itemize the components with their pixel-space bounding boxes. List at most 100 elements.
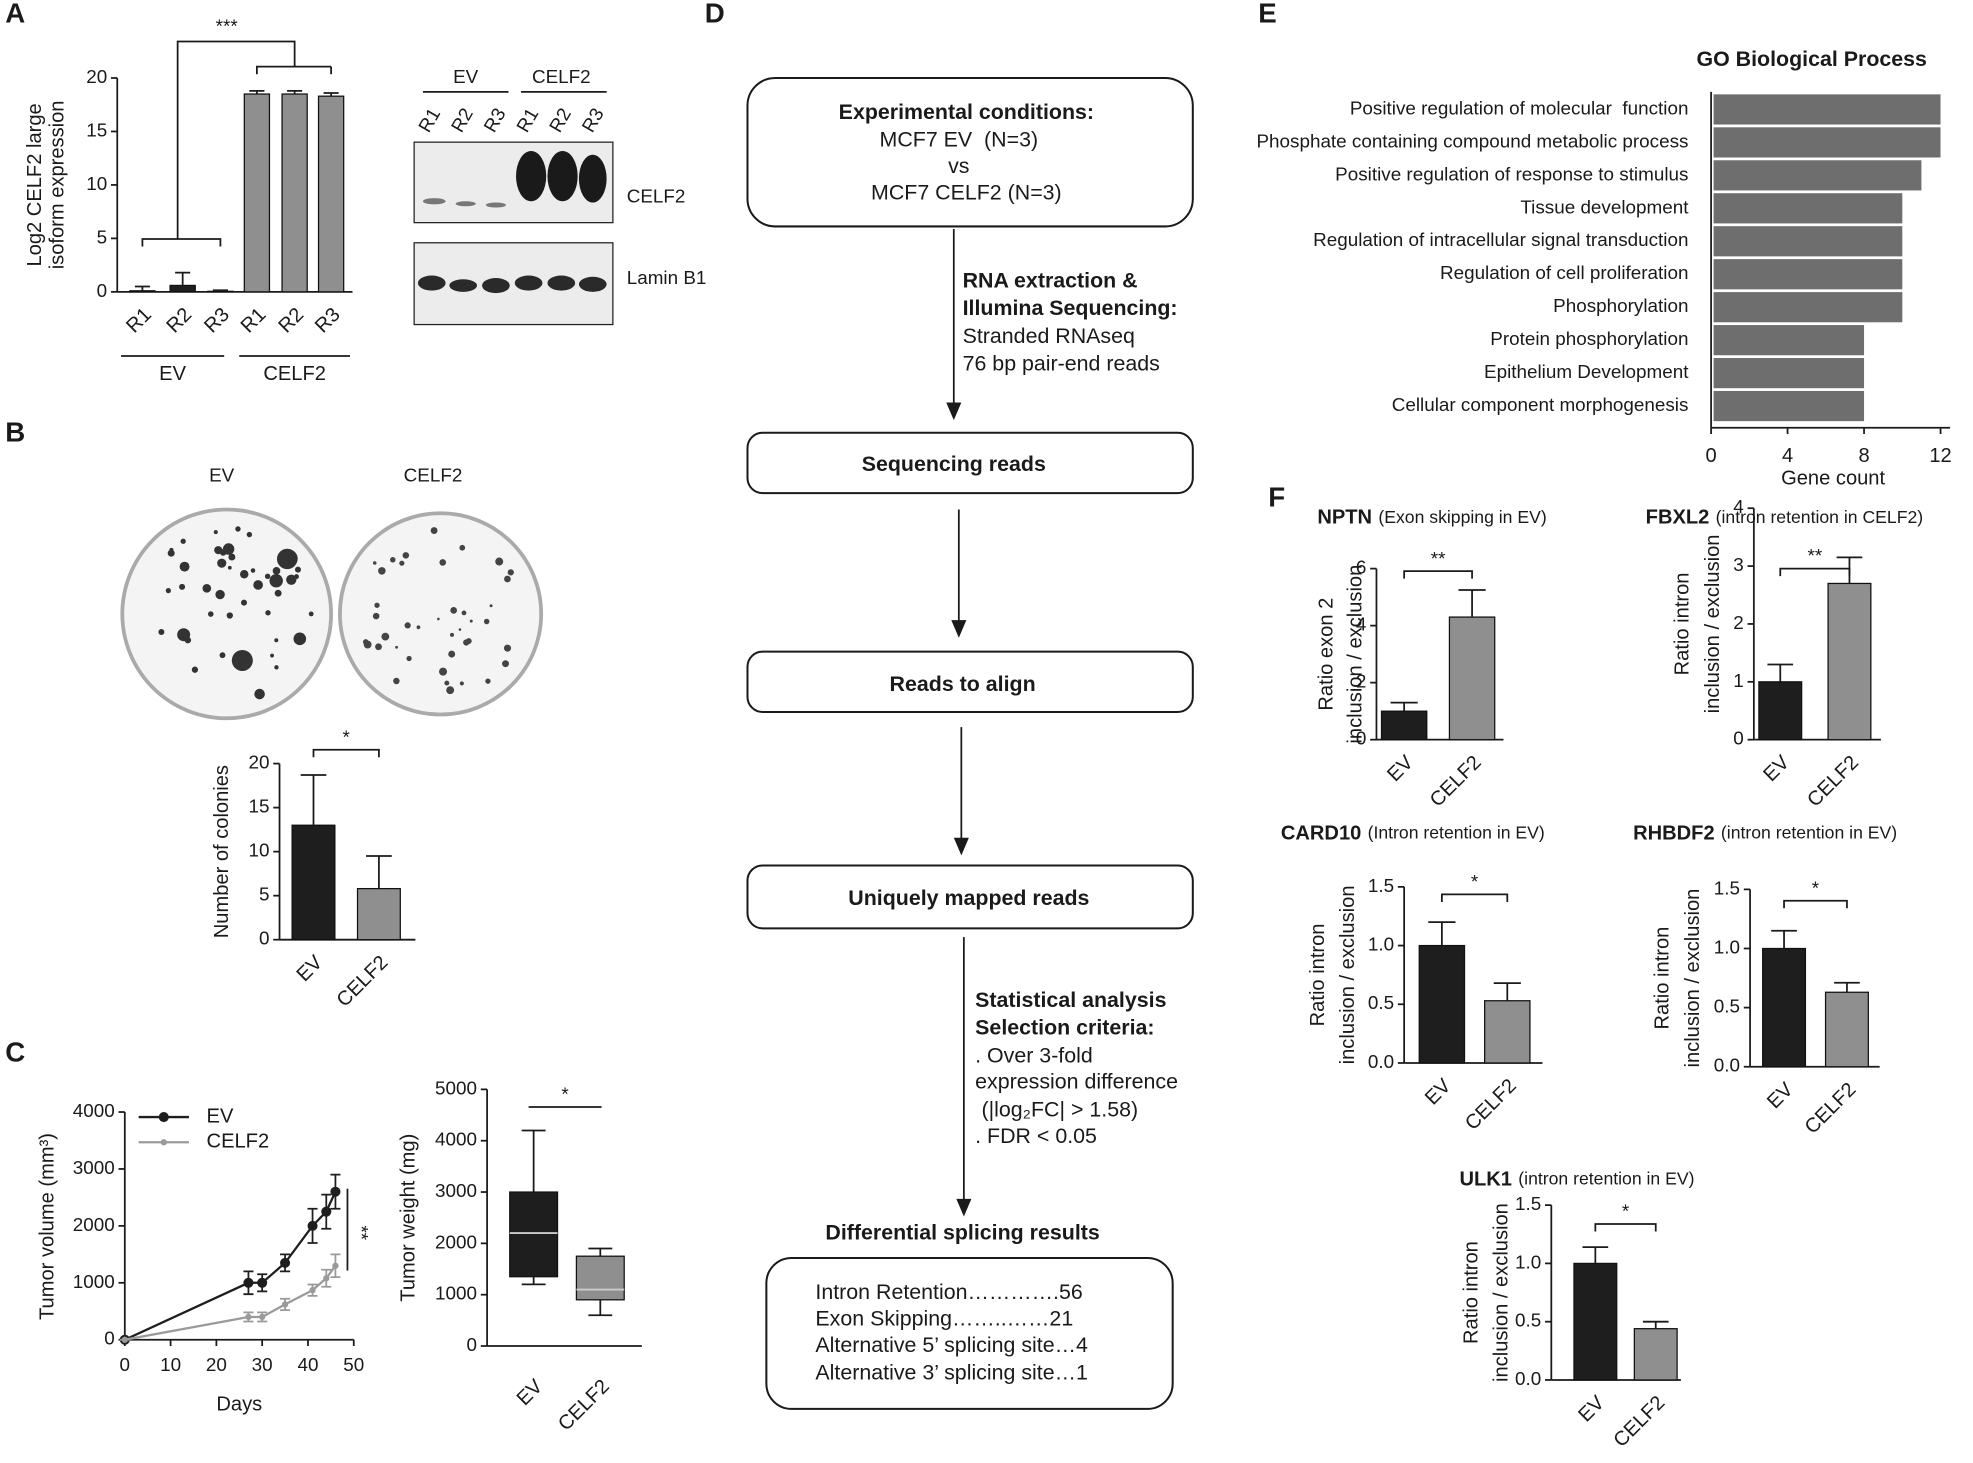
- y-tick-label: 4: [1733, 496, 1744, 517]
- lane-label: R2: [447, 104, 477, 135]
- significance: ***: [216, 16, 239, 37]
- y-tick-label: 0.0: [1714, 1055, 1740, 1076]
- colony: [235, 526, 241, 532]
- x-tick-label: EV: [293, 951, 328, 986]
- y-tick-label: 0: [104, 1328, 115, 1349]
- x-tick-label: CELF2: [1801, 1079, 1861, 1139]
- flow-box: [746, 864, 1194, 930]
- colony: [227, 565, 232, 570]
- group-label: EV: [159, 363, 186, 385]
- category-label: Positive regulation of response to stimu…: [1335, 163, 1688, 184]
- colony: [437, 617, 440, 621]
- colony: [265, 610, 271, 616]
- lane-label: R2: [545, 104, 575, 135]
- colony: [406, 655, 412, 662]
- y-axis-label: Ratio exon 2: [1316, 598, 1338, 711]
- blot-bands: [417, 275, 607, 294]
- significance: *: [1471, 871, 1479, 892]
- significance-bracket: [1403, 570, 1473, 579]
- flow-text: (|log₂FC| > 1.58): [981, 1097, 1138, 1121]
- x-tick-label: CELF2: [1803, 752, 1863, 812]
- chart-title: RHBDF2: [1633, 822, 1715, 844]
- colony: [308, 611, 314, 617]
- y-tick-label: 1.0: [1515, 1251, 1541, 1272]
- colony: [444, 680, 450, 686]
- x-axis-label: Gene count: [1781, 468, 1885, 490]
- colony: [378, 567, 386, 575]
- colony: [207, 611, 214, 617]
- whisker: [588, 1299, 613, 1317]
- category-label: Protein phosphorylation: [1490, 328, 1688, 349]
- colony: [458, 628, 462, 631]
- colony: [270, 653, 274, 658]
- y-tick-label: 1.0: [1714, 936, 1740, 957]
- point: [309, 1287, 316, 1294]
- colony: [217, 558, 227, 568]
- bar: [1827, 582, 1872, 741]
- colony: [375, 643, 382, 651]
- y-tick-label: 0: [467, 1334, 478, 1355]
- colony: [430, 527, 438, 534]
- x-tick-label: 40: [297, 1354, 318, 1375]
- x-tick-label: R3: [311, 304, 345, 338]
- bar: [1380, 710, 1428, 741]
- panel-letter: B: [5, 416, 25, 447]
- flow-text: MCF7 EV (N=3): [880, 128, 1039, 152]
- x-tick-label: R2: [274, 304, 308, 338]
- category-label: Tissue development: [1520, 196, 1689, 217]
- bar: [291, 824, 336, 941]
- x-tick-label: 4: [1782, 445, 1793, 467]
- bar: [1418, 944, 1466, 1064]
- y-tick-label: 4: [1356, 614, 1367, 635]
- y-axis-label: Ratio intron: [1460, 1241, 1482, 1344]
- bar: [1713, 226, 1903, 257]
- result-label: Intron Retention………….: [815, 1280, 1059, 1304]
- colony: [274, 638, 279, 643]
- y-tick-label: 1.5: [1714, 877, 1740, 898]
- colony: [399, 560, 405, 566]
- y-tick-label: 0.5: [1368, 992, 1394, 1013]
- significance: *: [1622, 1201, 1630, 1222]
- error-bar: [300, 774, 327, 826]
- bar: [281, 93, 308, 293]
- category-label: Cellular component morphogenesis: [1392, 394, 1689, 415]
- point: [243, 1277, 254, 1288]
- box: [575, 1255, 625, 1301]
- error-bar: [1493, 982, 1521, 1001]
- result-count: 4: [1076, 1333, 1088, 1357]
- y-tick-label: 20: [86, 66, 107, 87]
- plate: [338, 511, 544, 717]
- chart-title: GO Biological Process: [1696, 47, 1927, 71]
- x-tick-label: EV: [1574, 1391, 1609, 1426]
- x-tick-label: CELF2: [1461, 1075, 1521, 1135]
- result-row: Alternative 3’ splicing site…1: [815, 1360, 1087, 1384]
- legend-label: EV: [207, 1105, 234, 1127]
- x-axis-label: Days: [216, 1393, 262, 1415]
- error-bar: [287, 89, 303, 95]
- colony: [502, 660, 509, 668]
- plate: [120, 507, 333, 721]
- colony: [459, 544, 466, 551]
- flow-text: Stranded RNAseq: [963, 324, 1135, 348]
- y-axis-label: Number of colonies: [211, 765, 233, 938]
- group-label: CELF2: [263, 363, 326, 385]
- blot-bands: [422, 198, 506, 208]
- error-bar: [1582, 1246, 1609, 1264]
- colony: [461, 610, 467, 616]
- flow-heading: Selection criteria:: [975, 1016, 1154, 1040]
- chart-title: FBXL2: [1646, 507, 1710, 529]
- bar: [1484, 1000, 1531, 1064]
- colony: [485, 678, 491, 684]
- flow-text: expression difference: [975, 1070, 1178, 1094]
- flow-text: MCF7 CELF2 (N=3): [871, 180, 1062, 204]
- error-bar: [134, 285, 150, 291]
- x-tick-label: 12: [1929, 445, 1951, 467]
- y-axis-label: inclusion / exclusion: [1337, 885, 1359, 1064]
- error-bar: [1834, 981, 1860, 993]
- error-bar: [249, 89, 265, 95]
- y-axis-label: inclusion / exclusion: [1682, 889, 1704, 1068]
- panel-letter: E: [1258, 0, 1276, 28]
- category-label: Positive regulation of molecular functio…: [1350, 97, 1689, 118]
- significance-bracket: [1594, 1223, 1657, 1232]
- significance-bracket: [1783, 899, 1848, 909]
